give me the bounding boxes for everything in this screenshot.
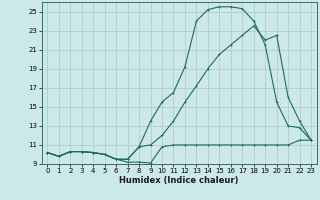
X-axis label: Humidex (Indice chaleur): Humidex (Indice chaleur) [119, 176, 239, 185]
